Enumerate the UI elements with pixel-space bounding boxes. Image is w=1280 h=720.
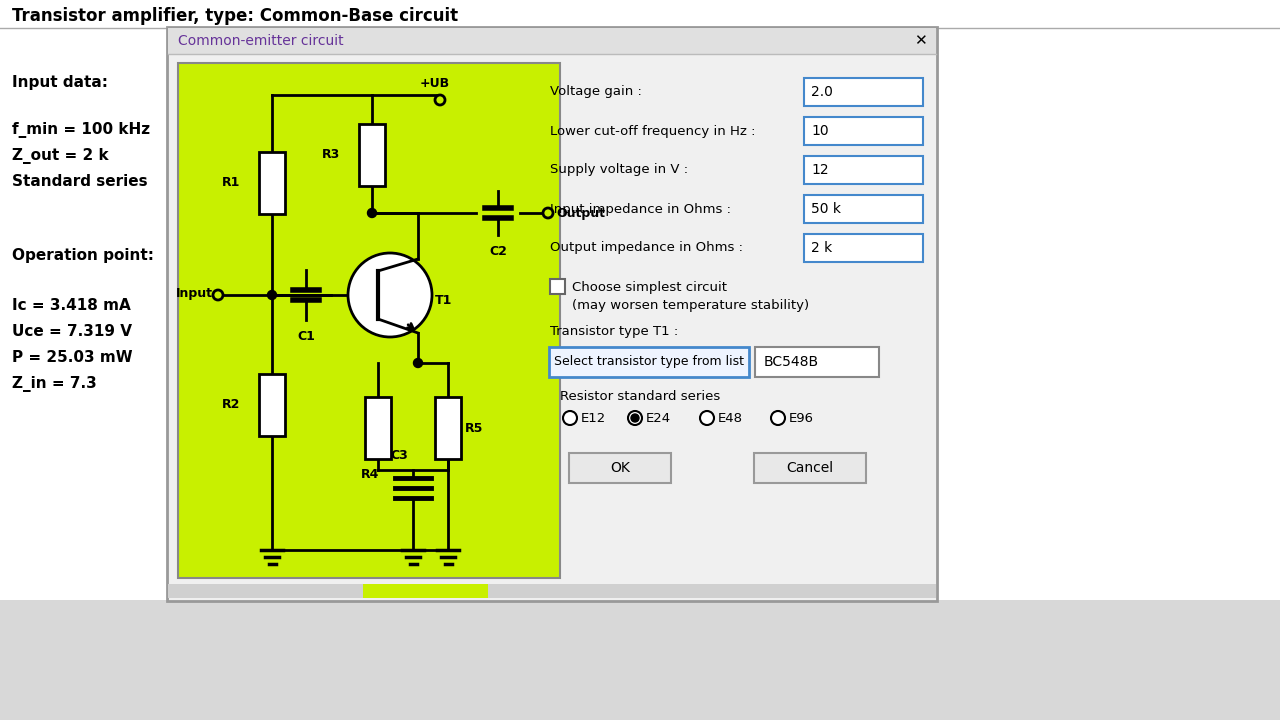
FancyBboxPatch shape [549,347,749,377]
Text: Operation point:: Operation point: [12,248,154,263]
Text: +UB: +UB [420,77,451,90]
Text: Transistor amplifier, type: Common-Base circuit: Transistor amplifier, type: Common-Base … [12,7,458,25]
FancyBboxPatch shape [570,453,671,483]
Circle shape [543,208,553,218]
Text: 50 k: 50 k [812,202,841,216]
FancyBboxPatch shape [804,234,923,262]
Text: C3: C3 [390,449,408,462]
Text: ✕: ✕ [914,34,927,48]
Text: Cancel: Cancel [786,461,833,475]
Text: Resistor standard series: Resistor standard series [561,390,721,402]
Circle shape [628,411,643,425]
Circle shape [700,411,714,425]
Text: P = 25.03 mW: P = 25.03 mW [12,350,133,365]
Circle shape [413,359,422,367]
Bar [435,397,461,459]
Bar [168,584,936,598]
Circle shape [212,290,223,300]
Text: Common-emitter circuit: Common-emitter circuit [178,34,343,48]
Text: Standard series: Standard series [12,174,147,189]
Text: Input impedance in Ohms :: Input impedance in Ohms : [550,202,731,215]
Circle shape [348,253,433,337]
Text: R2: R2 [221,398,241,412]
Text: E24: E24 [646,412,671,425]
Text: 2 k: 2 k [812,241,832,255]
Bar [168,28,936,54]
Text: R5: R5 [465,421,484,434]
Circle shape [563,411,577,425]
Text: Supply voltage in V :: Supply voltage in V : [550,163,689,176]
Text: C2: C2 [489,245,507,258]
Text: R1: R1 [221,176,241,189]
Text: 12: 12 [812,163,828,177]
Text: C1: C1 [297,330,315,343]
Bar [358,124,385,186]
Text: Input: Input [177,287,212,300]
Text: Z_in = 7.3: Z_in = 7.3 [12,376,97,392]
Text: T1: T1 [435,294,452,307]
Text: Choose simplest circuit: Choose simplest circuit [572,282,727,294]
Text: R3: R3 [321,148,340,161]
Text: Z_out = 2 k: Z_out = 2 k [12,148,109,164]
Circle shape [435,95,445,105]
Text: Select transistor type from list: Select transistor type from list [554,356,744,369]
FancyBboxPatch shape [804,78,923,106]
Text: Transistor type T1 :: Transistor type T1 : [550,325,678,338]
Text: Ic = 3.418 mA: Ic = 3.418 mA [12,298,131,313]
Text: Output impedance in Ohms :: Output impedance in Ohms : [550,241,742,254]
Text: 2.0: 2.0 [812,85,833,99]
Text: Output: Output [556,207,605,220]
Text: R4: R4 [361,468,379,481]
Text: E96: E96 [788,412,814,425]
Text: E12: E12 [581,412,607,425]
Circle shape [367,209,376,217]
Circle shape [631,414,639,422]
FancyBboxPatch shape [755,347,879,377]
FancyBboxPatch shape [804,195,923,223]
Bar [166,27,937,601]
Text: Uce = 7.319 V: Uce = 7.319 V [12,324,132,339]
Text: OK: OK [611,461,630,475]
Text: (may worsen temperature stability): (may worsen temperature stability) [572,300,809,312]
Bar [0,0,1280,600]
Text: f_min = 100 kHz: f_min = 100 kHz [12,122,150,138]
Text: BC548B: BC548B [764,355,819,369]
FancyBboxPatch shape [804,156,923,184]
Text: Voltage gain :: Voltage gain : [550,86,641,99]
Bar [364,584,488,598]
Circle shape [268,290,276,300]
FancyBboxPatch shape [804,117,923,145]
Text: Input data:: Input data: [12,75,108,90]
Bar [550,279,564,294]
FancyBboxPatch shape [754,453,867,483]
Circle shape [771,411,785,425]
Text: 10: 10 [812,124,828,138]
Bar [259,374,285,436]
Text: E48: E48 [718,412,742,425]
Bar [259,152,285,214]
Text: Lower cut-off frequency in Hz :: Lower cut-off frequency in Hz : [550,125,755,138]
Bar [178,63,561,578]
Bar [365,397,390,459]
